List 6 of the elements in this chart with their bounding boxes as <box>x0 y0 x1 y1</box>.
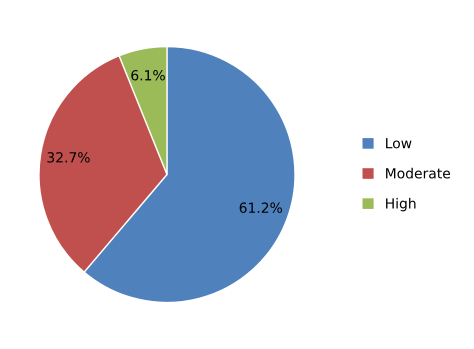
legend-label: Moderate <box>386 168 450 179</box>
legend-label: High <box>386 198 416 212</box>
data-label: 6.1% <box>131 70 165 81</box>
legend-label: Low <box>386 138 412 148</box>
data-label: 32.7% <box>47 152 90 163</box>
data-label: 61.2% <box>240 202 282 213</box>
